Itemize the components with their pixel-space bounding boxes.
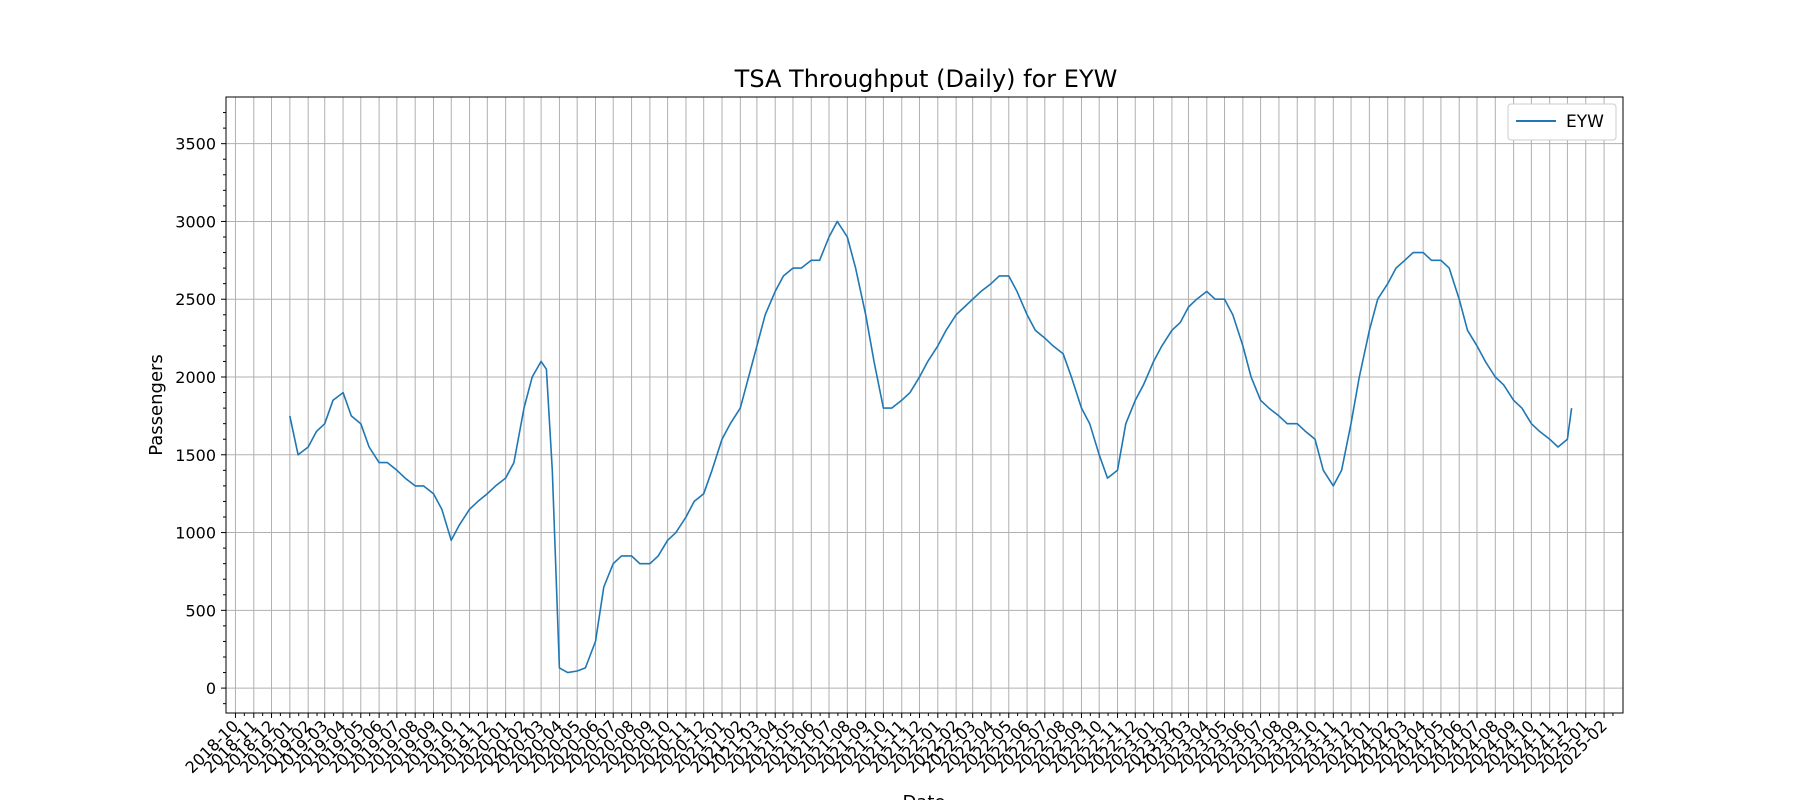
plot-area-frame	[225, 96, 1624, 714]
chart-title: TSA Throughput (Daily) for EYW	[734, 65, 1118, 93]
y-tick-label: 3500	[175, 135, 216, 154]
x-axis-ticks: 2018-102018-112018-122019-012019-022019-…	[182, 713, 1611, 777]
y-axis-ticks: 0 500 1000 1500 2000 2500 3000 3500	[175, 135, 226, 698]
legend-box	[1507, 103, 1617, 141]
legend-label-eyw: EYW	[1566, 112, 1604, 132]
y-tick-label: 2000	[175, 368, 216, 387]
series-lines	[289, 220, 1573, 674]
series-line-eyw	[289, 220, 1573, 674]
grid-lines	[226, 97, 1623, 713]
y-tick-label: 500	[185, 601, 216, 620]
y-tick-label: 1500	[175, 446, 216, 465]
y-axis-title: Passengers	[146, 354, 167, 456]
legend: EYW	[1507, 103, 1617, 141]
y-tick-label: 3000	[175, 212, 216, 231]
y-tick-label: 0	[206, 679, 216, 698]
y-tick-label: 1000	[175, 524, 216, 543]
x-axis-title: Date	[902, 792, 945, 800]
y-tick-label: 2500	[175, 290, 216, 309]
